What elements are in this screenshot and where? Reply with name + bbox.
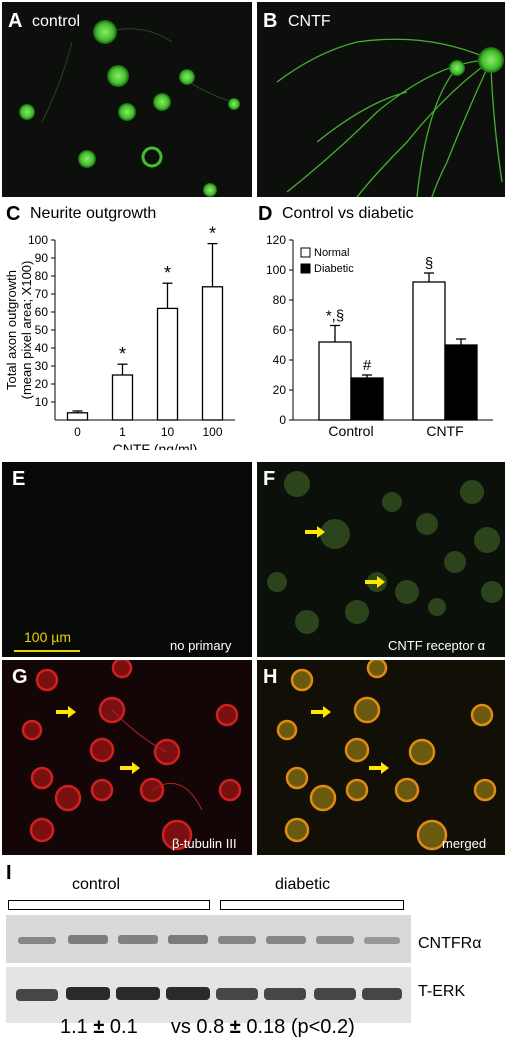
- panel-a-caption: control: [32, 13, 81, 30]
- blot-row-label-cntfr: CNTFRα: [418, 935, 482, 952]
- bar: [318, 341, 352, 421]
- y-tick-label: 120: [266, 233, 286, 247]
- panel-a-letter: A: [8, 10, 23, 32]
- bar: [350, 377, 384, 421]
- chart-control-vs-diabetic: 0 20 40 60 80 100 120 *,§ # Control § CNTF Normal Dia…: [266, 233, 493, 439]
- group-label-control: control: [72, 876, 121, 893]
- y-tick-label: 40: [273, 353, 287, 367]
- scale-bar-label: 100 µm: [24, 629, 71, 645]
- y-tick-label: 90: [35, 251, 49, 265]
- y-tick-label: 80: [35, 269, 49, 283]
- y-tick-label: 60: [273, 323, 287, 337]
- control-error: 0.1: [109, 1016, 138, 1038]
- bar: [201, 286, 224, 421]
- x-tick-label: 1: [119, 425, 126, 439]
- panel-b-micrograph: [257, 2, 505, 197]
- bar: [111, 374, 134, 421]
- panel-g-micrograph: [2, 660, 252, 855]
- panel-e-letter: E: [12, 468, 26, 490]
- bar: [412, 281, 446, 421]
- arrow-icon: [120, 762, 140, 774]
- panel-h-micrograph: [257, 660, 505, 855]
- panel-c-letter: C: [6, 203, 21, 225]
- control-bracket: [8, 900, 210, 910]
- y-tick-label: 30: [35, 359, 49, 373]
- arrow-icon: [56, 706, 76, 718]
- panel-a-neurons: [19, 20, 240, 197]
- pm-symbol: ±: [229, 1016, 241, 1038]
- y-tick-label: 80: [273, 293, 287, 307]
- panel-e-micrograph: [2, 462, 252, 657]
- significance-mark: *: [164, 263, 171, 283]
- y-tick-label: 20: [273, 383, 287, 397]
- panel-b-neurons: [276, 38, 504, 197]
- panel-b-caption: CNTF: [288, 13, 331, 30]
- y-axis-label: (mean pixel area; X100): [19, 261, 34, 400]
- y-tick-label: 40: [35, 341, 49, 355]
- panel-c-title: Neurite outgrowth: [30, 205, 157, 222]
- control-mean: 1.1: [60, 1016, 88, 1038]
- y-tick-label: 10: [35, 395, 49, 409]
- legend-swatch: [300, 247, 311, 258]
- bar: [156, 307, 179, 421]
- blot-row-label-terk: T-ERK: [418, 983, 466, 1000]
- x-tick-label: 100: [202, 425, 222, 439]
- vs-text: vs: [170, 1016, 191, 1038]
- panel-f-caption: CNTF receptor α: [388, 638, 486, 653]
- significance-mark: §: [425, 255, 433, 272]
- diabetic-error: 0.18: [246, 1016, 286, 1038]
- x-tick-label: CNTF: [426, 423, 463, 439]
- diabetic-mean: 0.8: [196, 1016, 225, 1038]
- significance-mark: *,§: [326, 308, 344, 325]
- y-tick-label: 0: [279, 413, 286, 427]
- legend-label: Diabetic: [314, 263, 354, 275]
- y-tick-label: 20: [35, 377, 49, 391]
- significance-mark: #: [363, 357, 372, 374]
- pm-symbol: ±: [93, 1016, 105, 1038]
- panel-f-cells: [267, 471, 503, 634]
- panel-i-letter: I: [6, 862, 12, 884]
- panel-d-letter: D: [258, 203, 273, 225]
- x-axis-label: CNTF (ng/ml): [113, 441, 198, 450]
- x-tick-label: 0: [74, 425, 81, 439]
- y-tick-label: 100: [28, 233, 48, 247]
- p-value: (p<0.2): [290, 1016, 355, 1038]
- arrow-icon: [311, 706, 331, 718]
- panel-h-letter: H: [263, 666, 278, 688]
- y-tick-label: 60: [35, 305, 49, 319]
- y-tick-label: 70: [35, 287, 49, 301]
- y-tick-label: 50: [35, 323, 49, 337]
- x-tick-label: 10: [161, 425, 175, 439]
- western-blot: [6, 915, 411, 1023]
- panel-h-caption: merged: [442, 836, 487, 851]
- bar: [66, 412, 89, 421]
- y-tick-label: 100: [266, 263, 286, 277]
- bar: [444, 344, 478, 421]
- panel-d-title: Control vs diabetic: [282, 205, 414, 222]
- panel-a-micrograph: [2, 2, 252, 197]
- panel-f-letter: F: [263, 468, 276, 490]
- legend-swatch: [300, 263, 311, 274]
- significance-mark: *: [119, 344, 126, 364]
- panel-b-letter: B: [263, 10, 278, 32]
- significance-mark: *: [209, 225, 216, 244]
- scale-bar: [14, 650, 80, 652]
- arrow-icon: [369, 762, 389, 774]
- blot-quantification: 1.1 ± 0.1 vs 0.8 ± 0.18 (p<0.2): [60, 1016, 355, 1039]
- panel-f-micrograph: [257, 462, 505, 657]
- panel-g-cells: [21, 660, 242, 851]
- panel-g-caption: β-tubulin III: [172, 836, 237, 851]
- panel-e-caption: no primary: [170, 638, 232, 653]
- y-axis-label: Total axon outgrowth: [4, 270, 19, 390]
- legend-label: Normal: [314, 247, 349, 259]
- arrow-icon: [305, 526, 325, 538]
- arrow-icon: [365, 576, 385, 588]
- panel-g-letter: G: [12, 666, 28, 688]
- diabetic-bracket: [220, 900, 404, 910]
- group-label-diabetic: diabetic: [275, 876, 331, 893]
- chart-neurite-outgrowth: 10 20 30 40 50 60 70 80 90 100 0 * 1 * 10 * 100 CNTF (ng/…: [4, 225, 235, 450]
- x-tick-label: Control: [328, 423, 373, 439]
- panel-h-cells: [276, 660, 497, 851]
